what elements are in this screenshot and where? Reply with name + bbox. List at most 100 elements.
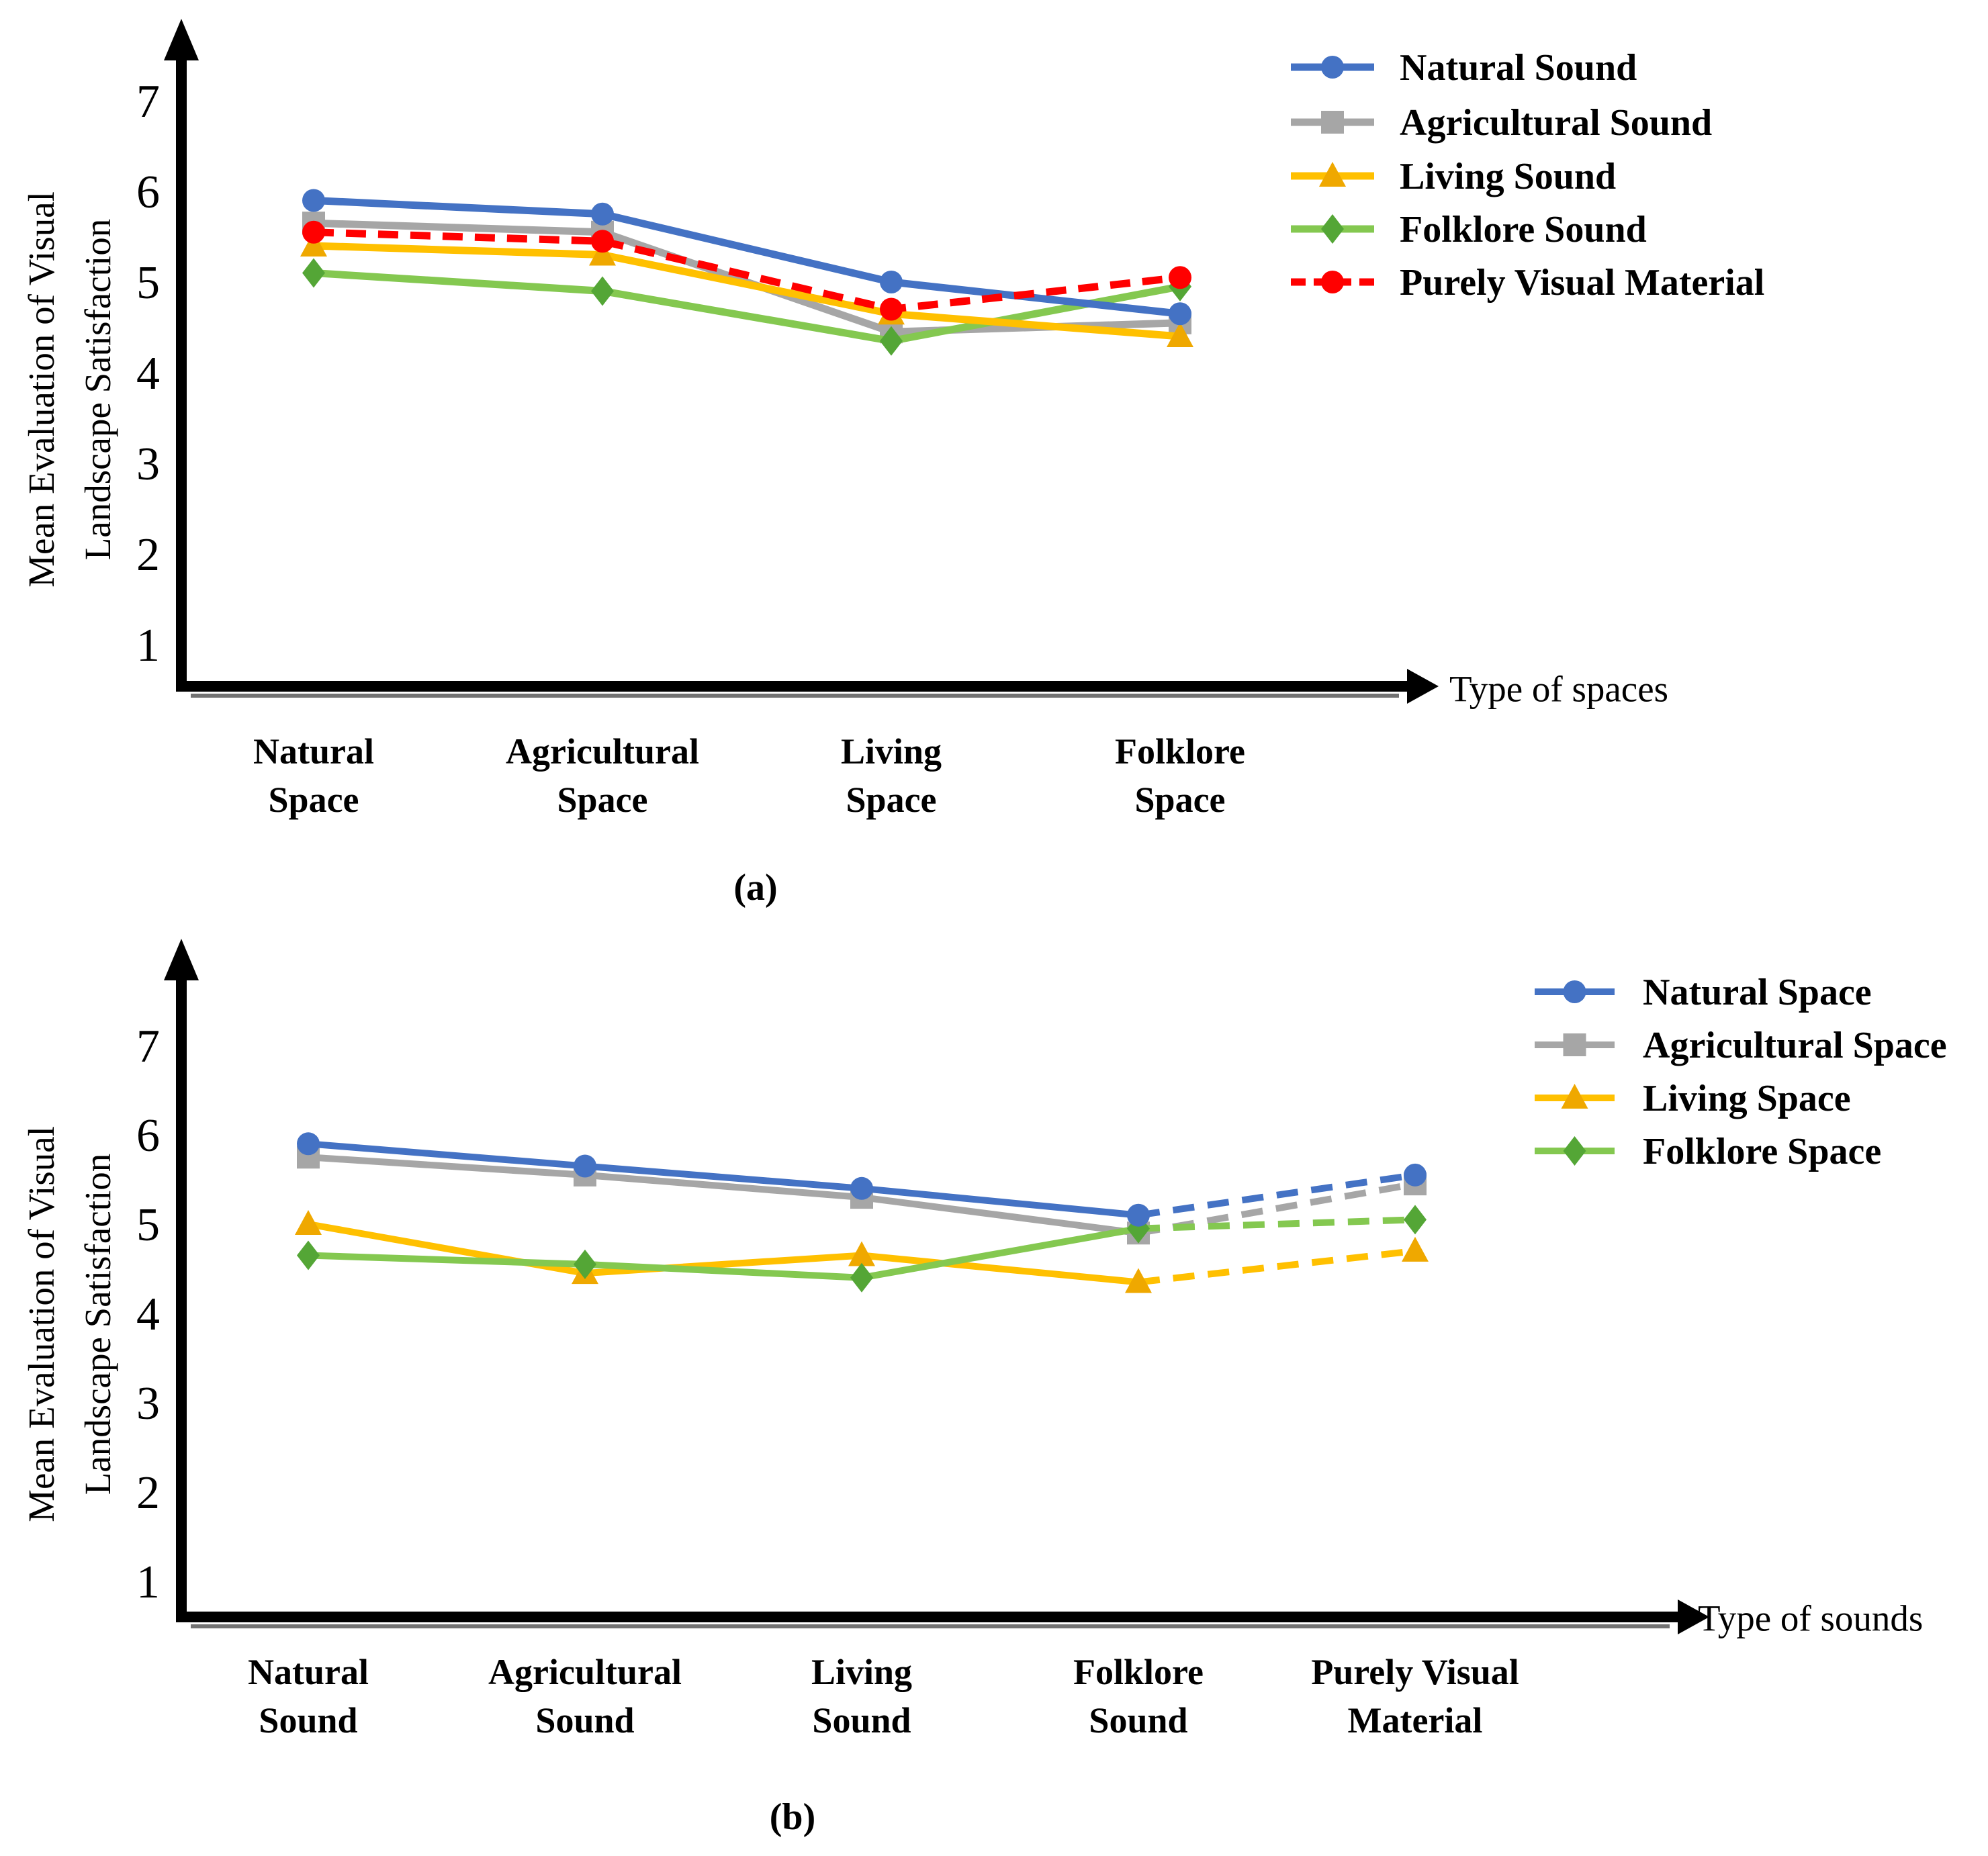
legend-marker-a-purely-visual-material xyxy=(1321,271,1344,293)
series-marker-b-natural-space xyxy=(297,1132,320,1156)
legend-marker-a-agricultural-sound xyxy=(1321,111,1344,134)
y-tick-b-3: 3 xyxy=(136,1378,160,1430)
y-tick-a-3: 3 xyxy=(136,438,160,490)
series-marker-a-purely-visual-material xyxy=(880,297,903,321)
legend-marker-a-living-sound xyxy=(1319,162,1346,187)
series-marker-b-folklore-space xyxy=(1404,1205,1427,1235)
series-marker-a-natural-sound xyxy=(591,202,614,226)
y-tick-b-6: 6 xyxy=(136,1110,160,1162)
legend-label-a-agricultural-sound: Agricultural Sound xyxy=(1400,102,1712,144)
series-marker-b-living-space xyxy=(295,1210,322,1235)
y-axis-label-a: Landscape Satisfaction xyxy=(77,219,118,561)
y-tick-a-5: 5 xyxy=(136,257,160,309)
series-marker-a-living-sound xyxy=(1167,322,1193,347)
y-axis-label-a: Mean Evaluation of Visual xyxy=(21,191,62,588)
x-category-label-a-living-space: Living xyxy=(841,731,942,772)
series-marker-b-living-space xyxy=(1125,1268,1152,1293)
x-category-label-a-agricultural-space: Agricultural xyxy=(506,731,699,772)
y-tick-b-4: 4 xyxy=(136,1289,160,1340)
x-category-label-a-folklore-space: Space xyxy=(1135,780,1226,820)
legend-label-a-purely-visual-material: Purely Visual Material xyxy=(1400,262,1764,304)
y-axis-label-b: Mean Evaluation of Visual xyxy=(21,1126,62,1522)
legend-label-b-natural-space: Natural Space xyxy=(1643,972,1872,1013)
series-line-a-natural-sound xyxy=(313,197,1181,318)
series-line-dashed-b-natural-space xyxy=(1138,1171,1416,1219)
legend-marker-b-living-space xyxy=(1561,1084,1588,1109)
series-marker-a-purely-visual-material xyxy=(591,230,614,253)
y-tick-b-5: 5 xyxy=(136,1199,160,1251)
legend-marker-b-agricultural-space xyxy=(1563,1033,1586,1056)
x-category-label-b-living-sound: Sound xyxy=(812,1700,911,1741)
legend-marker-a-natural-sound xyxy=(1321,56,1344,79)
series-line-b-folklore-space xyxy=(308,1225,1139,1281)
series-marker-b-living-space xyxy=(1402,1236,1429,1262)
y-tick-b-1: 1 xyxy=(136,1557,160,1608)
series-marker-b-folklore-space xyxy=(574,1249,596,1279)
legend-marker-b-natural-space xyxy=(1563,980,1586,1003)
x-category-label-a-agricultural-space: Space xyxy=(557,780,648,820)
series-marker-a-folklore-sound xyxy=(591,276,614,306)
series-marker-b-living-space xyxy=(848,1241,875,1266)
series-marker-b-natural-space xyxy=(574,1154,596,1178)
series-marker-a-natural-sound xyxy=(1169,302,1191,326)
legend-marker-a-folklore-sound xyxy=(1321,214,1344,244)
series-line-a-purely-visual-material xyxy=(313,228,1181,314)
series-marker-a-folklore-sound xyxy=(880,326,903,356)
series-marker-b-folklore-space xyxy=(850,1262,873,1293)
series-marker-b-natural-space xyxy=(1127,1203,1150,1227)
legend-label-b-agricultural-space: Agricultural Space xyxy=(1643,1025,1947,1066)
x-axis-title-a: Type of spaces xyxy=(1449,668,1669,710)
legend-label-a-natural-sound: Natural Sound xyxy=(1400,47,1637,89)
caption-a: (a) xyxy=(733,867,778,909)
legend-label-b-folklore-space: Folklore Space xyxy=(1643,1131,1881,1172)
x-category-label-b-purely-visual-material: Material xyxy=(1348,1700,1483,1741)
x-category-label-a-living-space: Space xyxy=(846,780,937,820)
y-tick-a-1: 1 xyxy=(136,620,160,671)
y-axis-label-b: Landscape Satisfaction xyxy=(77,1154,118,1495)
x-category-label-a-natural-space: Space xyxy=(269,780,359,820)
caption-b: (b) xyxy=(769,1796,816,1838)
series-line-dashed-b-living-space xyxy=(1138,1247,1416,1286)
series-marker-a-natural-sound xyxy=(880,271,903,293)
x-axis-arrow-b xyxy=(1678,1599,1709,1634)
series-marker-a-folklore-sound xyxy=(302,258,325,288)
legend-marker-b-folklore-space xyxy=(1563,1136,1586,1166)
series-marker-a-living-sound xyxy=(589,240,616,266)
x-category-label-a-folklore-space: Folklore xyxy=(1115,731,1245,772)
series-marker-a-natural-sound xyxy=(302,189,325,212)
y-tick-a-4: 4 xyxy=(136,348,160,400)
x-axis-arrow-a xyxy=(1407,669,1439,704)
legend-label-b-living-space: Living Space xyxy=(1643,1078,1851,1119)
legend-label-a-folklore-sound: Folklore Sound xyxy=(1400,209,1647,250)
x-category-label-a-natural-space: Natural xyxy=(253,731,374,772)
legend-label-a-living-sound: Living Sound xyxy=(1400,156,1616,197)
series-marker-a-purely-visual-material xyxy=(302,220,325,244)
x-category-label-b-natural-sound: Natural xyxy=(248,1652,369,1692)
series-line-a-folklore-sound xyxy=(313,269,1181,345)
x-category-label-b-folklore-sound: Sound xyxy=(1089,1700,1187,1741)
x-category-label-b-folklore-sound: Folklore xyxy=(1073,1652,1204,1692)
y-tick-b-2: 2 xyxy=(136,1467,160,1519)
series-marker-a-living-sound xyxy=(300,232,327,257)
series-line-b-living-space xyxy=(308,1221,1139,1286)
y-axis-arrow-b xyxy=(164,939,199,980)
x-category-label-b-natural-sound: Sound xyxy=(259,1700,357,1741)
series-marker-a-purely-visual-material xyxy=(1169,266,1191,289)
x-axis-title-b: Type of sounds xyxy=(1698,1597,1924,1639)
series-line-b-agricultural-space xyxy=(308,1154,1139,1237)
y-axis-arrow-a xyxy=(164,19,199,60)
series-line-dashed-b-folklore-space xyxy=(1138,1216,1416,1232)
series-line-a-living-sound xyxy=(313,242,1181,340)
y-tick-b-7: 7 xyxy=(136,1021,160,1072)
series-marker-b-natural-space xyxy=(850,1176,873,1200)
x-category-label-b-agricultural-sound: Agricultural xyxy=(488,1652,682,1692)
y-tick-a-6: 6 xyxy=(136,167,160,218)
y-tick-a-2: 2 xyxy=(136,529,160,581)
y-tick-a-7: 7 xyxy=(136,76,160,128)
series-marker-b-natural-space xyxy=(1404,1163,1427,1187)
series-marker-b-folklore-space xyxy=(297,1240,320,1270)
x-category-label-b-living-sound: Living xyxy=(811,1652,912,1692)
x-category-label-b-purely-visual-material: Purely Visual xyxy=(1311,1652,1519,1692)
